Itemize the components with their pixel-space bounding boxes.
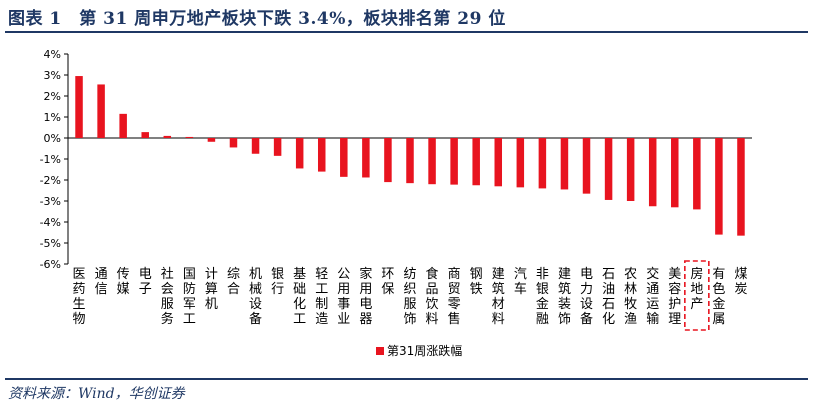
x-tick-label: 房地产 bbox=[690, 266, 703, 312]
bar-基础化工 bbox=[295, 138, 304, 169]
bar-电子 bbox=[141, 132, 149, 138]
bar-国防军工 bbox=[185, 136, 194, 138]
bar-食品饮料 bbox=[428, 138, 436, 185]
bar-建筑材料 bbox=[494, 138, 503, 187]
x-tick-label: 计算机 bbox=[205, 267, 218, 312]
bar-传媒 bbox=[119, 113, 127, 138]
x-tick-label: 交通运输 bbox=[646, 266, 659, 327]
x-tick-label: 汽车 bbox=[514, 267, 527, 297]
x-tick-label: 通信 bbox=[95, 267, 108, 297]
y-tick-label: -1% bbox=[40, 153, 61, 166]
x-tick-label: 商贸零售 bbox=[448, 267, 461, 327]
bar-银行 bbox=[273, 138, 282, 156]
y-tick-label: -3% bbox=[40, 195, 61, 208]
bar-电力设备 bbox=[582, 138, 591, 194]
x-tick-label: 建筑材料 bbox=[492, 267, 505, 327]
bar-综合 bbox=[229, 138, 238, 148]
y-axis: 4% 3% 2% 1% 0% -1% -2% -3% -4% -5% -6% bbox=[40, 48, 752, 271]
bar-通信 bbox=[97, 84, 105, 138]
x-tick-label: 纺织服饰 bbox=[403, 267, 416, 327]
x-tick-label: 电力设备 bbox=[580, 267, 593, 327]
y-tick-label: 0% bbox=[44, 132, 61, 145]
legend: 第31周涨跌幅 bbox=[376, 343, 462, 358]
y-tick-label: 4% bbox=[44, 48, 61, 61]
x-tick-label: 农林牧渔 bbox=[624, 267, 637, 327]
x-tick-label: 石油石化 bbox=[602, 267, 615, 327]
bar-非银金融 bbox=[538, 138, 547, 189]
bar-series bbox=[75, 76, 745, 236]
x-tick-label: 轻工制造 bbox=[315, 267, 328, 327]
y-tick-label: -5% bbox=[40, 237, 61, 250]
title-divider bbox=[5, 31, 808, 33]
bar-环保 bbox=[384, 138, 392, 183]
bar-纺织服饰 bbox=[406, 138, 414, 184]
x-tick-label: 国防军工 bbox=[183, 267, 196, 327]
x-tick-label: 家用电器 bbox=[359, 266, 372, 327]
bar-汽车 bbox=[516, 138, 525, 188]
y-tick-label: -4% bbox=[40, 216, 61, 229]
x-tick-label: 公用事业 bbox=[337, 267, 350, 327]
x-tick-label: 建筑装饰 bbox=[558, 267, 571, 327]
bar-社会服务 bbox=[163, 135, 172, 138]
bar-计算机 bbox=[207, 138, 216, 142]
bar-机械设备 bbox=[251, 138, 260, 154]
bar-煤炭 bbox=[737, 138, 745, 236]
x-tick-label: 电子 bbox=[139, 267, 152, 297]
x-tick-label: 美容护理 bbox=[668, 267, 681, 327]
x-axis-labels: 医药生物通信传媒电子社会服务国防军工计算机综合机械设备银行基础化工轻工制造公用事… bbox=[73, 266, 748, 327]
bar-石油石化 bbox=[604, 138, 613, 200]
x-tick-label: 有色金属 bbox=[712, 267, 725, 327]
bar-医药生物 bbox=[75, 76, 83, 138]
footer-divider bbox=[5, 378, 808, 380]
bar-有色金属 bbox=[715, 138, 723, 235]
x-tick-label: 机械设备 bbox=[249, 267, 262, 327]
legend-swatch bbox=[376, 347, 384, 355]
y-tick-label: 3% bbox=[44, 69, 61, 82]
y-tick-label: -2% bbox=[40, 174, 61, 187]
bar-轻工制造 bbox=[317, 138, 326, 172]
x-tick-label: 医药生物 bbox=[73, 267, 86, 327]
highlight-frame bbox=[684, 260, 710, 331]
x-tick-label: 煤炭 bbox=[734, 267, 747, 297]
x-tick-label: 食品饮料 bbox=[426, 266, 439, 327]
x-tick-label: 钢铁 bbox=[470, 267, 483, 297]
bar-美容护理 bbox=[671, 138, 679, 208]
x-tick-label: 银行 bbox=[271, 267, 284, 297]
bar-建筑装饰 bbox=[560, 138, 569, 190]
x-tick-label: 非银金融 bbox=[536, 267, 549, 327]
bar-chart: 4% 3% 2% 1% 0% -1% -2% -3% -4% -5% -6% 医药生物通信传媒电子社… bbox=[40, 48, 752, 358]
bar-商贸零售 bbox=[450, 138, 458, 185]
y-tick-label: 1% bbox=[44, 111, 61, 124]
legend-label: 第31周涨跌幅 bbox=[387, 343, 462, 358]
bar-交通运输 bbox=[648, 138, 657, 207]
x-tick-label: 环保 bbox=[381, 267, 394, 297]
x-tick-label: 社会服务 bbox=[161, 266, 174, 327]
bar-家用电器 bbox=[362, 138, 370, 178]
bar-钢铁 bbox=[472, 138, 480, 186]
bar-公用事业 bbox=[340, 138, 348, 177]
bar-农林牧渔 bbox=[626, 138, 635, 201]
source-note: 资料来源：Wind，华创证券 bbox=[8, 386, 185, 402]
y-tick-label: 2% bbox=[44, 90, 61, 103]
figure-title: 图表 1 第 31 周申万地产板块下跌 3.4%，板块排名第 29 位 bbox=[8, 9, 506, 29]
y-tick-label: -6% bbox=[40, 258, 61, 271]
x-tick-label: 传媒 bbox=[117, 267, 130, 297]
bar-房地产 bbox=[693, 138, 701, 210]
x-tick-label: 基础化工 bbox=[293, 267, 306, 327]
x-tick-label: 综合 bbox=[227, 267, 240, 297]
highlight-box bbox=[684, 260, 710, 331]
